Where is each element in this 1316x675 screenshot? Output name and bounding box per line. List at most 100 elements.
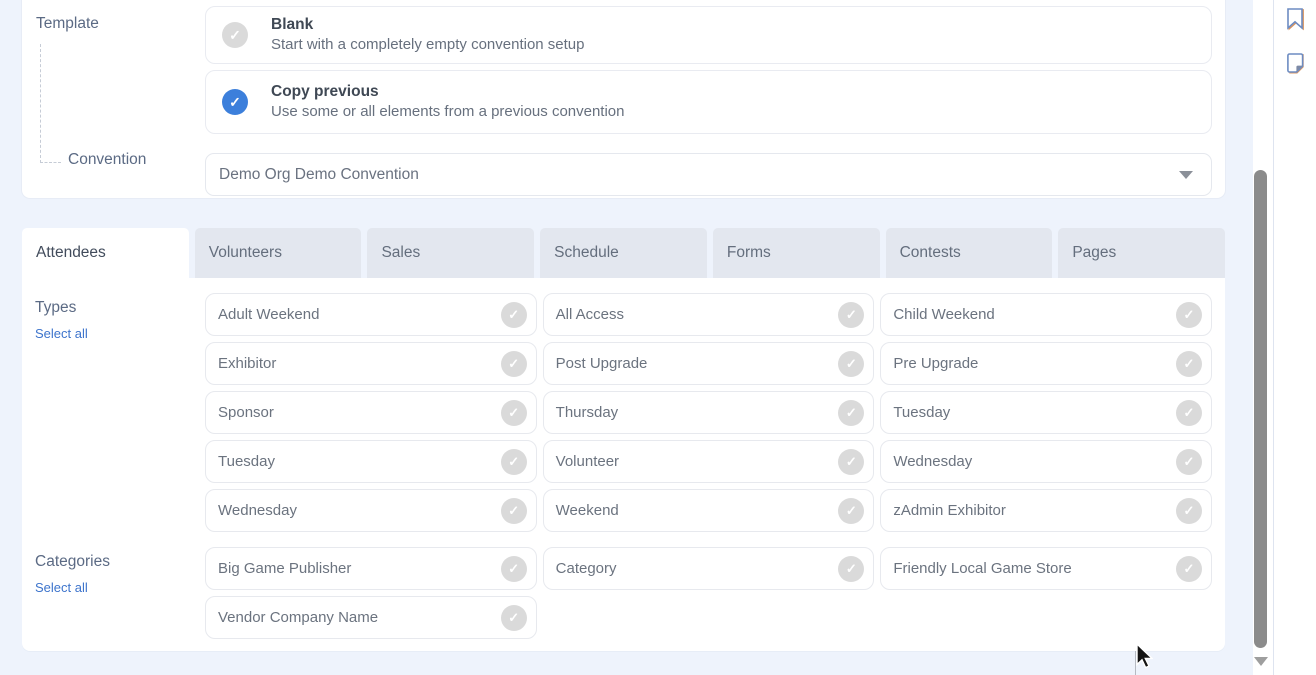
category-item-label: Friendly Local Game Store — [893, 560, 1072, 577]
template-label: Template — [36, 15, 99, 32]
type-item-label: Weekend — [555, 502, 619, 519]
option-text: Blank Start with a completely empty conv… — [271, 15, 585, 55]
check-icon[interactable]: ✓ — [500, 448, 527, 475]
type-item[interactable]: Exhibitor ✓ — [205, 342, 537, 385]
scrollbar-down-arrow[interactable] — [1254, 657, 1268, 666]
bookmark-icon[interactable] — [1284, 6, 1308, 32]
template-panel: Template Convention ✓ Blank Start with a… — [22, 0, 1225, 198]
check-icon[interactable]: ✓ — [838, 399, 865, 426]
type-item[interactable]: Tuesday ✓ — [880, 391, 1212, 434]
option-title: Copy previous — [271, 83, 379, 100]
type-item-label: Tuesday — [218, 453, 275, 470]
type-item[interactable]: Pre Upgrade ✓ — [880, 342, 1212, 385]
tab-label: Pages — [1072, 244, 1117, 261]
scrollbar-thumb[interactable] — [1254, 170, 1267, 648]
check-icon[interactable]: ✓ — [838, 448, 865, 475]
tab-label: Sales — [381, 244, 421, 261]
types-section: Types Select all Adult Weekend ✓ All Acces… — [22, 278, 1225, 532]
tab-schedule[interactable]: Schedule — [540, 228, 707, 278]
copy-elements-panel: Attendees Volunteers Sales Schedule Forms Con… — [22, 228, 1226, 651]
type-item[interactable]: All Access ✓ — [542, 293, 875, 336]
type-item-label: Child Weekend — [893, 306, 995, 323]
tab-label: Volunteers — [208, 244, 282, 261]
type-item-label: Wednesday — [218, 502, 297, 519]
types-label: Types — [35, 299, 77, 316]
check-icon[interactable]: ✓ — [1175, 399, 1202, 426]
tab-label: Forms — [726, 244, 771, 261]
type-item-label: Wednesday — [893, 453, 973, 470]
type-item[interactable]: Wednesday ✓ — [880, 440, 1212, 483]
check-icon[interactable]: ✓ — [500, 604, 527, 631]
type-item[interactable]: Post Upgrade ✓ — [542, 342, 875, 385]
option-title: Blank — [271, 16, 314, 33]
categories-label-column: Categories Select all — [22, 547, 205, 639]
type-item[interactable]: Child Weekend ✓ — [880, 293, 1212, 336]
option-text: Copy previous Use some or all elements f… — [271, 82, 625, 122]
check-icon[interactable]: ✓ — [838, 350, 865, 377]
type-item[interactable]: Weekend ✓ — [542, 489, 875, 532]
check-icon[interactable]: ✓ — [1175, 448, 1202, 475]
check-icon[interactable]: ✓ — [838, 497, 865, 524]
types-select-all-link[interactable]: Select all — [35, 326, 88, 341]
option-description: Use some or all elements from a previous… — [271, 103, 625, 120]
type-item[interactable]: Volunteer ✓ — [542, 440, 875, 483]
categories-grid: Big Game Publisher ✓ Category ✓ Friendly Loc… — [205, 547, 1212, 639]
tab-sales[interactable]: Sales — [367, 228, 535, 278]
convention-label: Convention — [68, 151, 147, 168]
tab-forms[interactable]: Forms — [712, 228, 880, 278]
option-description: Start with a completely empty convention… — [271, 36, 585, 53]
tab-pages[interactable]: Pages — [1058, 228, 1226, 278]
connector-line — [40, 44, 61, 163]
category-item-label: Category — [555, 560, 617, 577]
note-icon[interactable] — [1284, 50, 1308, 76]
tab-attendees[interactable]: Attendees — [22, 228, 189, 278]
check-icon[interactable]: ✓ — [500, 555, 527, 582]
chevron-down-icon — [1179, 170, 1193, 179]
check-icon[interactable]: ✓ — [1175, 497, 1202, 524]
rail-divider — [1273, 0, 1274, 675]
radio-selected-icon[interactable]: ✓ — [222, 89, 248, 115]
check-icon[interactable]: ✓ — [1175, 301, 1202, 328]
check-icon[interactable]: ✓ — [1175, 350, 1202, 377]
categories-section: Categories Select all Big Game Publisher… — [22, 532, 1225, 639]
type-item[interactable]: Wednesday ✓ — [205, 489, 537, 532]
types-grid: Adult Weekend ✓ All Access ✓ Child Weekend ✓ E… — [205, 293, 1212, 532]
type-item[interactable]: Sponsor ✓ — [205, 391, 537, 434]
tab-label: Attendees — [36, 244, 106, 261]
convention-select[interactable]: Demo Org Demo Convention — [205, 153, 1212, 196]
check-icon[interactable]: ✓ — [838, 555, 865, 582]
type-item[interactable]: Tuesday ✓ — [205, 440, 537, 483]
convention-select-value: Demo Org Demo Convention — [219, 165, 419, 183]
stray-edge-line — [1135, 651, 1136, 675]
check-icon[interactable]: ✓ — [838, 301, 865, 328]
category-item-label: Big Game Publisher — [218, 560, 352, 577]
category-item[interactable]: Category ✓ — [542, 547, 875, 590]
attendees-tab-panel: Types Select all Adult Weekend ✓ All Acces… — [22, 278, 1225, 651]
template-option-blank[interactable]: ✓ Blank Start with a completely empty co… — [205, 6, 1212, 64]
template-option-copy-previous[interactable]: ✓ Copy previous Use some or all elements… — [205, 70, 1212, 134]
tab-volunteers[interactable]: Volunteers — [194, 228, 362, 278]
tab-label: Schedule — [554, 244, 619, 261]
type-item-label: Tuesday — [893, 404, 951, 421]
categories-select-all-link[interactable]: Select all — [35, 580, 88, 595]
tab-bar: Attendees Volunteers Sales Schedule Forms Con… — [22, 228, 1226, 278]
category-item[interactable]: Vendor Company Name ✓ — [205, 596, 537, 639]
type-item[interactable]: Adult Weekend ✓ — [205, 293, 537, 336]
type-item[interactable]: zAdmin Exhibitor ✓ — [880, 489, 1212, 532]
category-item-label: Vendor Company Name — [218, 609, 379, 626]
type-item[interactable]: Thursday ✓ — [542, 391, 875, 434]
category-item[interactable]: Friendly Local Game Store ✓ — [880, 547, 1212, 590]
check-icon[interactable]: ✓ — [1175, 555, 1202, 582]
type-item-label: Exhibitor — [218, 355, 277, 372]
radio-unselected-icon[interactable]: ✓ — [222, 22, 248, 48]
tab-contests[interactable]: Contests — [885, 228, 1053, 278]
template-label-column: Template Convention — [22, 0, 205, 198]
types-label-column: Types Select all — [22, 293, 205, 532]
check-icon[interactable]: ✓ — [500, 399, 527, 426]
check-icon[interactable]: ✓ — [500, 301, 527, 328]
check-icon[interactable]: ✓ — [500, 497, 527, 524]
template-options: ✓ Blank Start with a completely empty co… — [205, 0, 1225, 198]
tab-label: Contests — [899, 244, 961, 261]
check-icon[interactable]: ✓ — [500, 350, 527, 377]
category-item[interactable]: Big Game Publisher ✓ — [205, 547, 537, 590]
